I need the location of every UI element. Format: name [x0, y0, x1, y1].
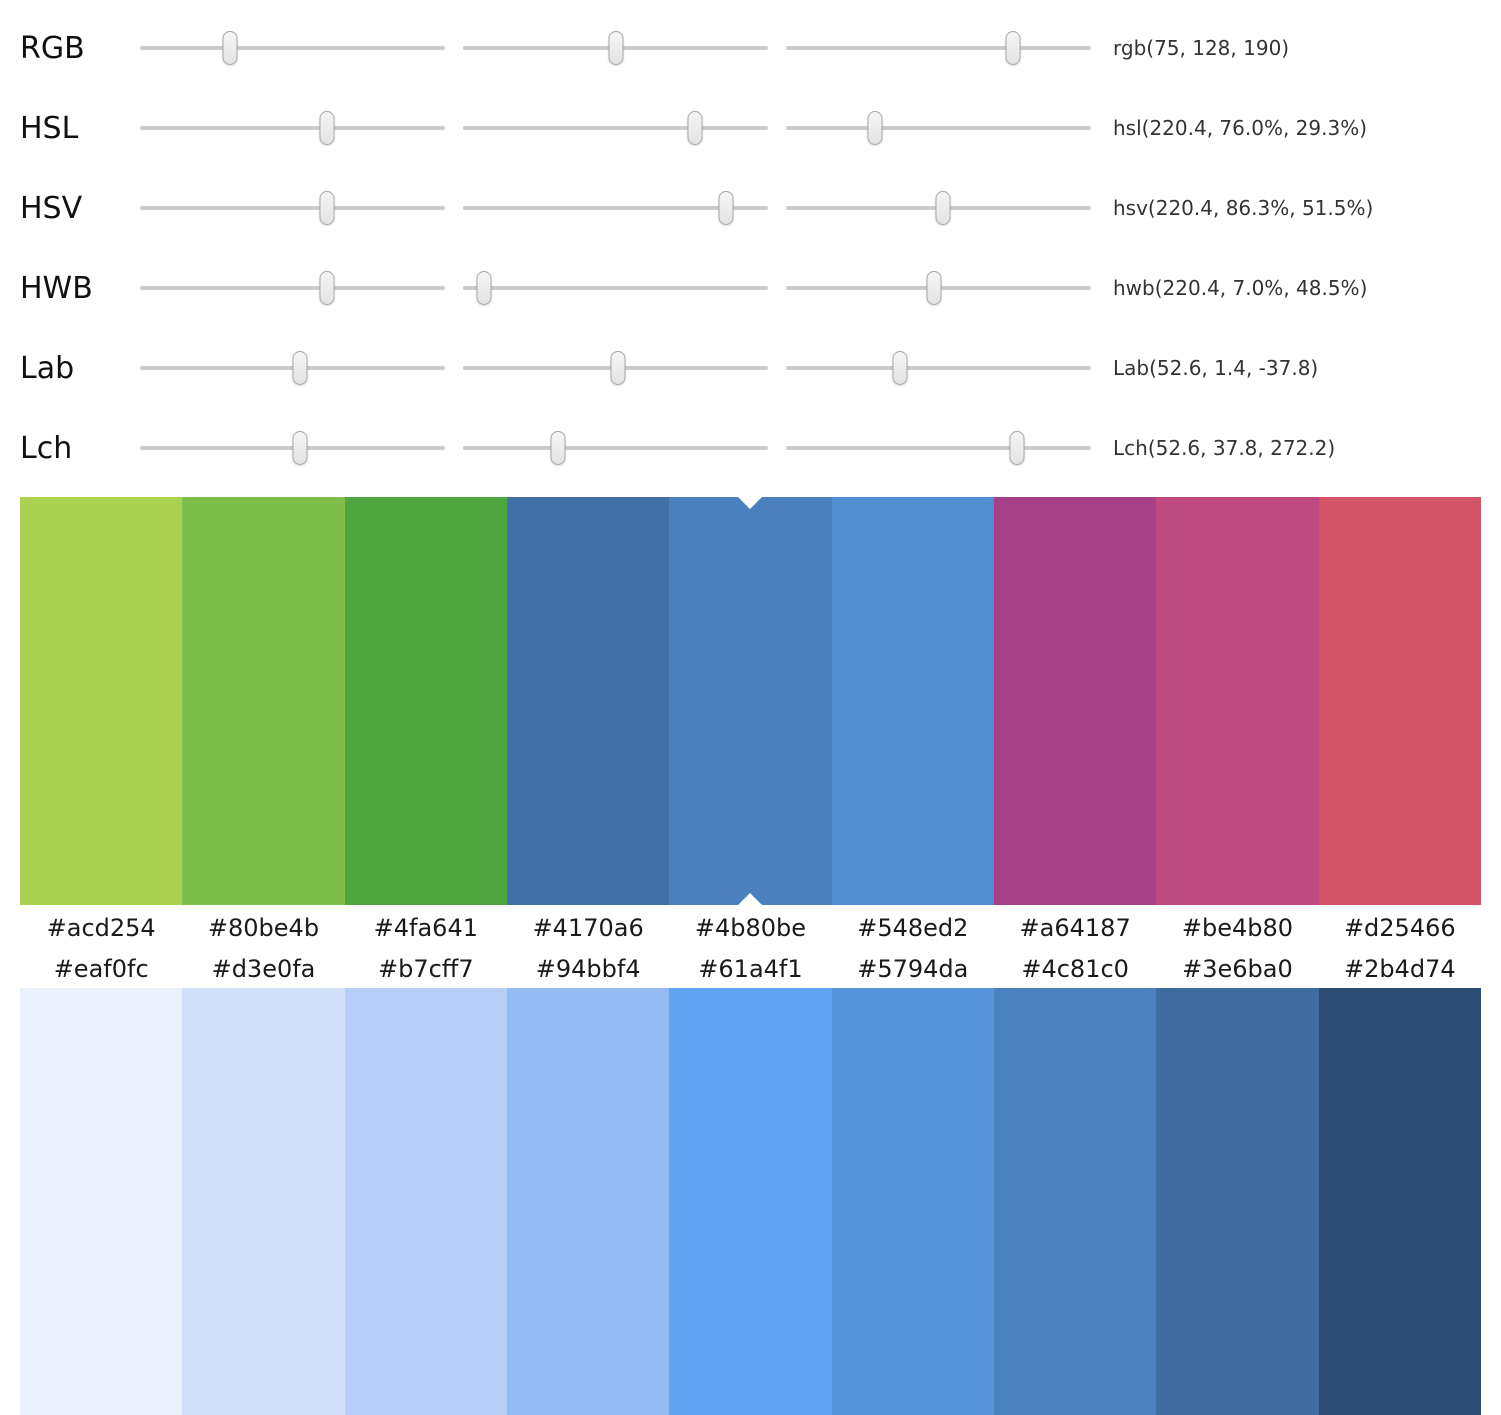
slider-row-hwb: HWB hwb(220.4, 7.0%, 48.5%) [0, 248, 1501, 328]
slider-row-lch: Lch Lch(52.6, 37.8, 272.2) [0, 408, 1501, 488]
slider-thumb[interactable] [926, 271, 942, 305]
swatch[interactable] [831, 497, 994, 905]
colorspace-label-hwb: HWB [20, 270, 93, 306]
rgb-slider-2[interactable] [463, 28, 768, 68]
hex-label: #d25466 [1343, 913, 1456, 942]
hwb-slider-3[interactable] [786, 268, 1091, 308]
slider-thumb[interactable] [687, 111, 703, 145]
tint-shade-palette-labels: #eaf0fc #d3e0fa #b7cff7 #94bbf4 #61a4f1 … [20, 950, 1481, 988]
colorspace-label-lab: Lab [20, 350, 75, 386]
lab-slider-3[interactable] [786, 348, 1091, 388]
hex-label: #b7cff7 [378, 955, 474, 983]
hsv-slider-3[interactable] [786, 188, 1091, 228]
rgb-slider-1[interactable] [140, 28, 445, 68]
color-value-hsl: hsl(220.4, 76.0%, 29.3%) [1113, 116, 1368, 140]
rgb-slider-3[interactable] [786, 28, 1091, 68]
color-value-hwb: hwb(220.4, 7.0%, 48.5%) [1113, 276, 1368, 300]
slider-thumb[interactable] [867, 111, 883, 145]
hex-label: #4170a6 [532, 913, 644, 942]
hex-label: #61a4f1 [698, 955, 803, 983]
lch-slider-3[interactable] [786, 428, 1091, 468]
swatch[interactable] [831, 988, 994, 1415]
swatch[interactable] [506, 988, 670, 1415]
selection-notch-top-icon [738, 497, 763, 509]
swatch[interactable] [182, 988, 345, 1415]
slider-thumb[interactable] [319, 271, 335, 305]
slider-thumb[interactable] [319, 111, 335, 145]
swatch[interactable] [993, 497, 1157, 905]
hex-label: #2b4d74 [1343, 955, 1456, 983]
hex-label: #548ed2 [857, 913, 969, 942]
swatch[interactable] [993, 988, 1157, 1415]
slider-row-rgb: RGB rgb(75, 128, 190) [0, 8, 1501, 88]
swatch[interactable] [1156, 988, 1319, 1415]
hsl-slider-1[interactable] [140, 108, 445, 148]
slider-thumb[interactable] [319, 191, 335, 225]
slider-row-lab: Lab Lab(52.6, 1.4, -37.8) [0, 328, 1501, 408]
hex-label: #94bbf4 [535, 955, 641, 983]
swatch[interactable] [669, 988, 832, 1415]
color-value-hsv: hsv(220.4, 86.3%, 51.5%) [1113, 196, 1374, 220]
swatch[interactable] [182, 497, 345, 905]
slider-thumb[interactable] [608, 31, 624, 65]
swatch[interactable] [1318, 497, 1481, 905]
swatch[interactable] [20, 988, 183, 1415]
swatch[interactable] [506, 497, 670, 905]
colorspace-label-rgb: RGB [20, 30, 85, 66]
lch-slider-2[interactable] [463, 428, 768, 468]
hue-palette [20, 497, 1481, 905]
slider-thumb[interactable] [292, 431, 308, 465]
lab-slider-1[interactable] [140, 348, 445, 388]
hex-label: #4fa641 [373, 913, 478, 942]
slider-thumb[interactable] [1005, 31, 1021, 65]
hex-label: #3e6ba0 [1182, 955, 1293, 983]
slider-thumb[interactable] [718, 191, 734, 225]
color-value-lab: Lab(52.6, 1.4, -37.8) [1113, 356, 1319, 380]
slider-row-hsl: HSL hsl(220.4, 76.0%, 29.3%) [0, 88, 1501, 168]
swatch[interactable] [344, 497, 507, 905]
swatch-selected[interactable] [669, 497, 832, 905]
tint-shade-palette [20, 988, 1481, 1415]
slider-thumb[interactable] [935, 191, 951, 225]
hue-palette-labels: #acd254 #80be4b #4fa641 #4170a6 #4b80be … [20, 905, 1481, 950]
lch-slider-1[interactable] [140, 428, 445, 468]
swatch[interactable] [1318, 988, 1481, 1415]
slider-thumb[interactable] [292, 351, 308, 385]
hsv-slider-1[interactable] [140, 188, 445, 228]
slider-thumb[interactable] [476, 271, 492, 305]
swatch[interactable] [344, 988, 507, 1415]
lab-slider-2[interactable] [463, 348, 768, 388]
swatch[interactable] [20, 497, 183, 905]
hex-label: #acd254 [46, 913, 156, 942]
hsl-slider-2[interactable] [463, 108, 768, 148]
colorspace-label-hsv: HSV [20, 190, 83, 226]
colorspace-label-hsl: HSL [20, 110, 79, 146]
color-value-lch: Lch(52.6, 37.8, 272.2) [1113, 436, 1336, 460]
hex-label: #eaf0fc [53, 955, 149, 983]
hex-label: #80be4b [207, 913, 320, 942]
colorspace-label-lch: Lch [20, 430, 73, 466]
selection-notch-bottom-icon [738, 893, 763, 905]
slider-thumb[interactable] [610, 351, 626, 385]
hex-label: #4b80be [694, 913, 807, 942]
hwb-slider-2[interactable] [463, 268, 768, 308]
hex-label: #5794da [857, 955, 969, 983]
hex-label: #be4b80 [1181, 913, 1294, 942]
hsl-slider-3[interactable] [786, 108, 1091, 148]
hex-label: #d3e0fa [211, 955, 316, 983]
slider-thumb[interactable] [892, 351, 908, 385]
color-value-rgb: rgb(75, 128, 190) [1113, 36, 1290, 60]
slider-thumb[interactable] [550, 431, 566, 465]
hex-label: #4c81c0 [1021, 955, 1129, 983]
swatch[interactable] [1156, 497, 1319, 905]
hex-label: #a64187 [1019, 913, 1131, 942]
slider-thumb[interactable] [1009, 431, 1025, 465]
hsv-slider-2[interactable] [463, 188, 768, 228]
slider-row-hsv: HSV hsv(220.4, 86.3%, 51.5%) [0, 168, 1501, 248]
hwb-slider-1[interactable] [140, 268, 445, 308]
slider-thumb[interactable] [222, 31, 238, 65]
color-sliders-panel: RGB rgb(75, 128, 190) HSL hsl(220.4, 76.… [0, 0, 1501, 488]
